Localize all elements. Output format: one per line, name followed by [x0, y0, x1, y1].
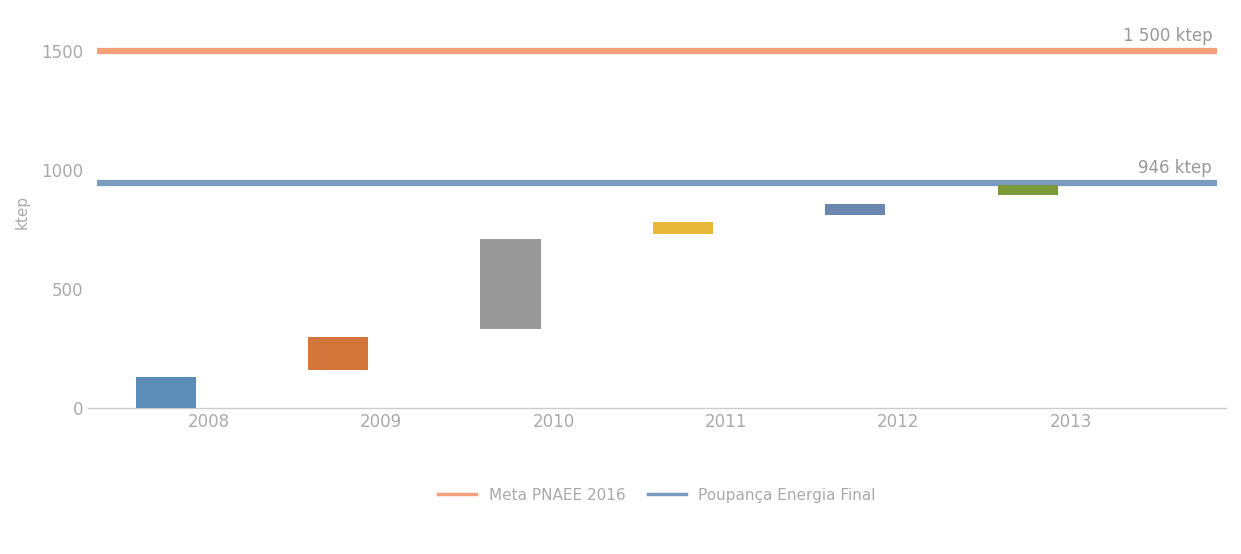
- Legend: Meta PNAEE 2016, Poupança Energia Final: Meta PNAEE 2016, Poupança Energia Final: [438, 488, 876, 502]
- Bar: [480, 239, 541, 330]
- Bar: [825, 204, 886, 215]
- Bar: [998, 185, 1057, 195]
- Y-axis label: ktep: ktep: [15, 194, 30, 229]
- Text: 946 ktep: 946 ktep: [1138, 159, 1212, 177]
- Bar: [308, 337, 369, 370]
- Bar: [135, 377, 196, 408]
- Text: 1 500 ktep: 1 500 ktep: [1123, 27, 1212, 45]
- Bar: [653, 222, 714, 234]
